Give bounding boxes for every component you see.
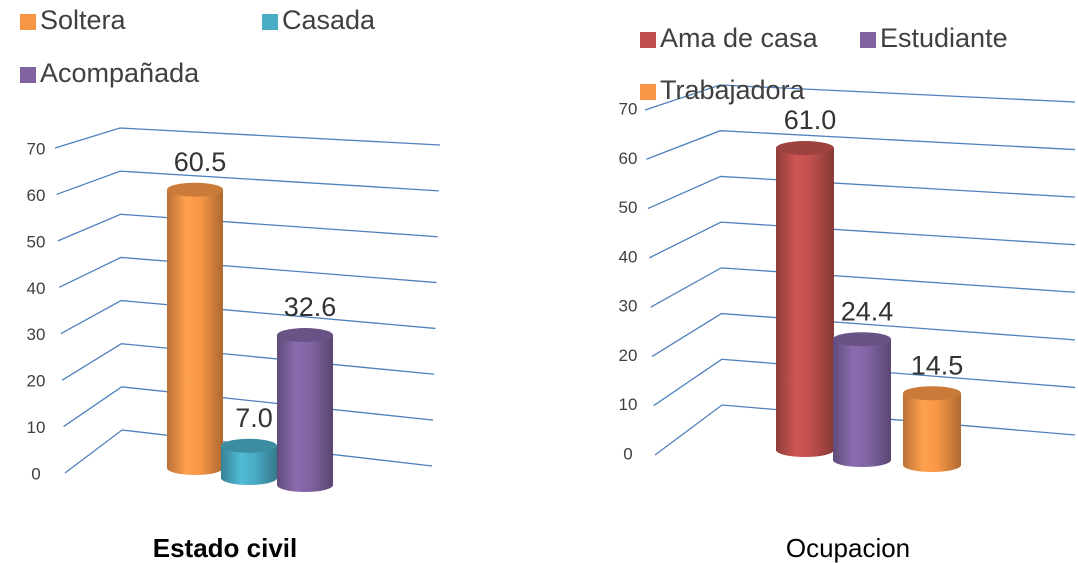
y-tick-label: 50 xyxy=(619,198,638,217)
bar-top xyxy=(221,438,277,453)
bar xyxy=(903,393,961,465)
value-label: 14.5 xyxy=(911,350,964,380)
y-tick-label: 60 xyxy=(619,149,638,168)
legend-swatch xyxy=(640,84,656,100)
legend-label: Estudiante xyxy=(880,23,1008,53)
grid-line xyxy=(647,175,1076,210)
bar-top xyxy=(167,182,223,197)
legend-label: Trabajadora xyxy=(660,75,806,105)
y-tick-label: 0 xyxy=(31,464,40,483)
legend-swatch xyxy=(20,14,36,30)
grid-line xyxy=(59,256,437,288)
chart-title: Estado civil xyxy=(153,533,298,563)
grid-line xyxy=(61,343,435,381)
y-tick-label: 70 xyxy=(619,99,638,118)
bar xyxy=(833,339,891,460)
value-label: 32.6 xyxy=(284,292,337,322)
legend-label: Ama de casa xyxy=(660,23,819,53)
legend-swatch xyxy=(640,32,656,48)
y-tick-label: 40 xyxy=(619,247,638,266)
y-tick-label: 30 xyxy=(619,297,638,316)
legend-label: Soltera xyxy=(40,5,127,35)
grid-line xyxy=(60,299,436,335)
grid-line xyxy=(54,127,441,149)
bar xyxy=(776,148,834,451)
grid-line xyxy=(56,170,439,196)
bar-top xyxy=(776,141,834,156)
grid-line xyxy=(653,358,1076,407)
y-tick-label: 20 xyxy=(27,372,46,391)
legend-swatch xyxy=(20,67,36,83)
y-tick-label: 40 xyxy=(27,279,46,298)
y-tick-label: 50 xyxy=(27,232,46,251)
y-tick-label: 20 xyxy=(619,346,638,365)
bar-top xyxy=(833,332,891,347)
bar xyxy=(167,189,223,468)
legend-label: Casada xyxy=(282,5,376,35)
bar xyxy=(277,335,333,485)
grid-line xyxy=(644,84,1076,111)
grid-line xyxy=(57,213,438,242)
bar-top xyxy=(277,328,333,343)
grid-line xyxy=(648,221,1076,259)
legend-swatch xyxy=(860,32,876,48)
y-tick-label: 30 xyxy=(27,325,46,344)
legend-swatch xyxy=(262,14,278,30)
y-tick-label: 10 xyxy=(27,418,46,437)
value-label: 24.4 xyxy=(841,296,894,326)
legend-label: Acompañada xyxy=(40,58,200,88)
y-tick-label: 0 xyxy=(623,444,632,463)
grid-line xyxy=(646,130,1076,160)
value-label: 61.0 xyxy=(784,105,837,135)
y-tick-label: 10 xyxy=(619,395,638,414)
y-tick-label: 60 xyxy=(27,186,46,205)
grid-line xyxy=(651,312,1076,357)
value-label: 7.0 xyxy=(235,403,273,433)
y-tick-label: 70 xyxy=(27,139,46,158)
bar-top xyxy=(903,386,961,401)
grid-line xyxy=(650,267,1076,308)
value-label: 60.5 xyxy=(174,147,227,177)
chart-title: Ocupacion xyxy=(786,533,910,563)
